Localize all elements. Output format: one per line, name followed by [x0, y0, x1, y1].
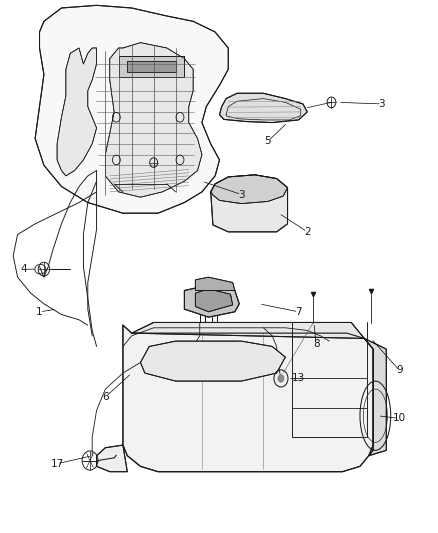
Text: 4: 4 [21, 264, 28, 274]
Polygon shape [140, 341, 285, 381]
Polygon shape [127, 61, 175, 72]
Polygon shape [35, 5, 228, 213]
Polygon shape [184, 285, 239, 317]
Text: 9: 9 [395, 366, 402, 375]
Polygon shape [118, 56, 184, 77]
Text: 3: 3 [237, 190, 244, 199]
Text: 17: 17 [50, 459, 64, 469]
Circle shape [277, 374, 284, 383]
Text: 1: 1 [36, 307, 43, 317]
Polygon shape [57, 48, 96, 176]
Polygon shape [195, 277, 234, 290]
Polygon shape [219, 93, 307, 123]
Text: 8: 8 [312, 339, 319, 349]
Text: 3: 3 [378, 99, 385, 109]
Polygon shape [195, 289, 232, 312]
Text: 7: 7 [294, 307, 301, 317]
Polygon shape [105, 43, 201, 197]
Text: 10: 10 [392, 414, 405, 423]
Text: 13: 13 [291, 374, 304, 383]
Polygon shape [364, 338, 385, 456]
Polygon shape [96, 445, 127, 472]
Polygon shape [123, 325, 372, 472]
Text: 6: 6 [102, 392, 109, 402]
Polygon shape [210, 175, 287, 232]
Polygon shape [131, 322, 364, 338]
Text: 5: 5 [264, 136, 271, 146]
Polygon shape [210, 175, 287, 204]
Text: 2: 2 [303, 227, 310, 237]
